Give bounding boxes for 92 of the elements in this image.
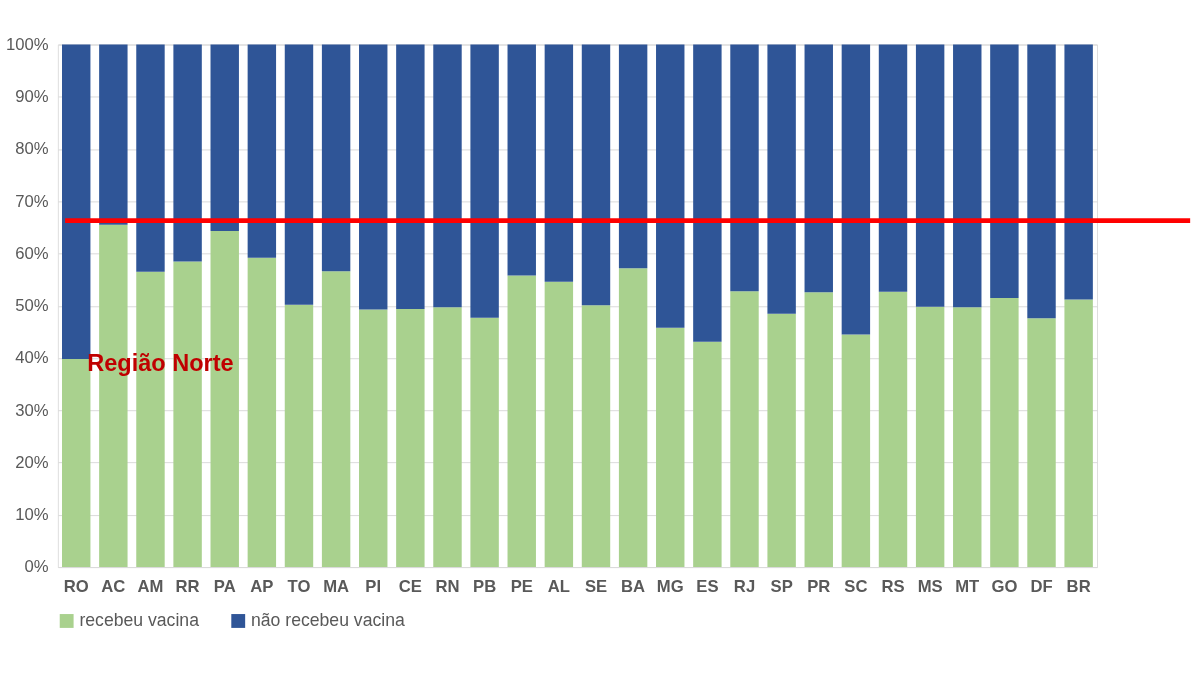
x-tick-label: SC (844, 577, 868, 597)
bar (693, 341, 722, 568)
y-tick-label: 80% (15, 139, 49, 159)
annotation: Região Norte (87, 349, 234, 376)
x-tick-label: PB (473, 577, 497, 597)
bar (507, 44, 536, 276)
bar (433, 44, 462, 308)
y-tick-label: 90% (15, 87, 49, 107)
bar (396, 44, 425, 309)
y-tick-label: 50% (15, 296, 49, 316)
bar (693, 44, 722, 342)
x-tick-label: PR (807, 577, 831, 597)
bar (767, 313, 796, 568)
bar (618, 44, 648, 269)
bar (618, 268, 648, 568)
legend-label: recebeu vacina (79, 609, 200, 630)
bar (321, 271, 351, 568)
bar (284, 304, 314, 568)
x-tick-label: MA (323, 577, 350, 597)
bar (1064, 299, 1093, 568)
y-tick-label: 20% (15, 452, 49, 472)
bar (1027, 44, 1056, 319)
bar (990, 44, 1019, 298)
bar (433, 307, 462, 568)
y-tick-label: 30% (15, 400, 49, 420)
bar (359, 309, 388, 568)
bar (470, 317, 499, 568)
x-tick-label: CE (398, 577, 422, 597)
x-tick-label: RO (63, 577, 89, 597)
y-tick-label: 0% (24, 557, 49, 577)
x-tick-label: SP (770, 577, 793, 597)
x-tick-label: AC (101, 577, 126, 597)
bar (915, 44, 945, 307)
x-tick-label: MG (656, 577, 684, 597)
bar (581, 44, 611, 306)
x-tick-label: ES (696, 577, 719, 597)
bar (953, 307, 982, 568)
x-tick-label: AL (547, 577, 570, 597)
x-tick-label: SE (584, 577, 608, 597)
x-tick-label: AM (137, 577, 164, 597)
bar (396, 308, 425, 568)
x-tick-label: AP (250, 577, 274, 597)
bar (470, 44, 499, 318)
bar (321, 44, 351, 272)
x-tick-label: PI (365, 577, 382, 597)
y-tick-label: 70% (15, 191, 49, 211)
bar (767, 44, 796, 314)
bar (656, 327, 685, 568)
bar (878, 291, 908, 568)
y-tick-label: 10% (15, 505, 49, 525)
legend-label: não recebeu vacina (250, 609, 406, 630)
bar (544, 281, 574, 568)
bar (841, 334, 871, 568)
bar (1027, 318, 1056, 568)
x-tick-label: PA (213, 577, 236, 597)
bar (1064, 44, 1093, 300)
bar (730, 44, 759, 292)
bar (247, 257, 277, 568)
bar (953, 44, 982, 308)
x-tick-label: PE (510, 577, 533, 597)
x-tick-label: RS (881, 577, 905, 597)
x-tick-label: DF (1030, 577, 1053, 597)
bar (136, 44, 165, 272)
x-tick-label: BR (1066, 577, 1091, 597)
bar (359, 44, 388, 310)
bar (804, 44, 833, 293)
x-tick-label: MT (955, 577, 980, 597)
bar (544, 44, 574, 282)
x-tick-label: RN (435, 577, 460, 597)
bar (656, 44, 685, 328)
bar (247, 44, 277, 258)
x-tick-label: TO (287, 577, 311, 597)
y-tick-label: 60% (15, 243, 49, 263)
bar (730, 291, 759, 568)
bar (173, 44, 202, 262)
bar (878, 44, 908, 292)
y-tick-label: 40% (15, 348, 49, 368)
bar (210, 44, 239, 232)
bar (841, 44, 871, 335)
bar (581, 305, 611, 568)
bar (284, 44, 314, 305)
y-tick-label: 100% (5, 34, 49, 54)
x-tick-label: MS (917, 577, 943, 597)
x-tick-label: GO (991, 577, 1018, 597)
x-tick-label: BA (621, 577, 646, 597)
bar (804, 292, 833, 568)
bar (990, 297, 1019, 568)
bar (99, 44, 128, 225)
x-tick-label: RJ (733, 577, 756, 597)
bar (915, 306, 945, 568)
bar (507, 275, 536, 568)
x-tick-label: RR (175, 577, 200, 597)
